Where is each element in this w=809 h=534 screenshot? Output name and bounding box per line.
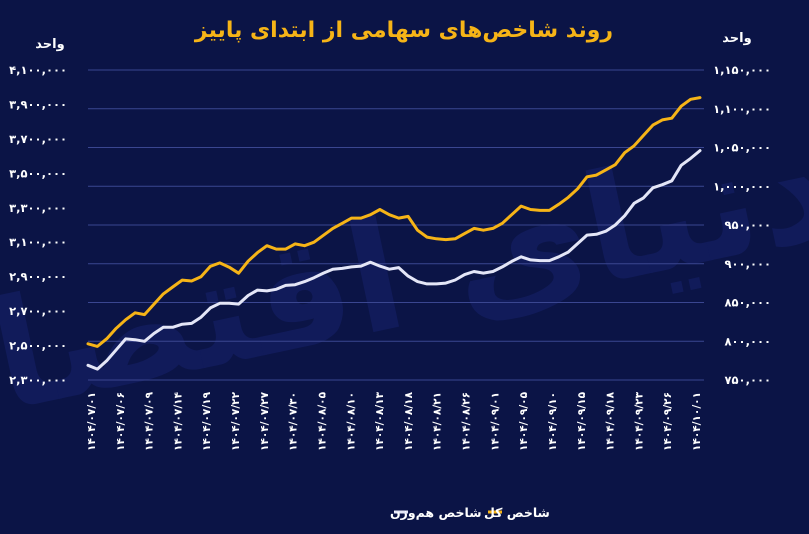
x-tick-label: ۱۴۰۴/۰۸/۰۵ [316, 391, 328, 451]
right-tick-label: ۸۰۰,۰۰۰ [725, 334, 771, 348]
left-tick-label: ۴,۱۰۰,۰۰۰ [9, 63, 67, 77]
gridlines [88, 69, 704, 381]
x-tick-label: ۱۴۰۴/۰۸/۱۳ [374, 391, 386, 451]
left-tick-label: ۳,۷۰۰,۰۰۰ [9, 132, 67, 146]
legend-label-total: شاخص کل [484, 505, 550, 520]
x-tick-label: ۱۴۰۴/۰۸/۲۶ [461, 392, 473, 451]
left-axis-label: واحد [35, 37, 64, 52]
series-line-equal-weight-index [86, 149, 702, 371]
x-tick-label: ۱۴۰۴/۰۹/۱۵ [576, 391, 588, 451]
right-tick-label: ۱,۱۵۰,۰۰۰ [713, 63, 771, 77]
right-tick-label: ۹۵۰,۰۰۰ [725, 218, 771, 232]
x-tick-label: ۱۴۰۴/۰۷/۱۹ [201, 391, 213, 451]
chart-title: روند شاخص‌های سهامی از ابتدای پاییز [194, 18, 613, 43]
right-tick-label: ۱,۰۵۰,۰۰۰ [713, 141, 771, 155]
x-tick-label: ۱۴۰۴/۰۷/۲۷ [259, 391, 271, 451]
x-tick-label: ۱۴۰۴/۰۹/۲۳ [633, 391, 645, 451]
x-tick-label: ۱۴۰۴/۰۹/۱۰ [547, 392, 559, 451]
left-tick-label: ۳,۳۰۰,۰۰۰ [9, 201, 67, 215]
right-axis-label: واحد [722, 31, 751, 46]
x-tick-label: ۱۴۰۴/۰۷/۱۴ [172, 391, 184, 451]
x-tick-label: ۱۴۰۴/۰۸/۲۱ [432, 392, 444, 451]
x-tick-label: ۱۴۰۴/۰۷/۰۶ [115, 392, 127, 451]
left-axis-ticks: ۲,۳۰۰,۰۰۰ ۲,۵۰۰,۰۰۰ ۲,۷۰۰,۰۰۰ ۲,۹۰۰,۰۰۰ ۳,۱۰… [9, 63, 67, 387]
left-tick-label: ۲,۹۰۰,۰۰۰ [9, 270, 67, 284]
x-tick-label: ۱۴۰۴/۰۷/۰۱ [86, 392, 98, 451]
left-tick-label: ۲,۳۰۰,۰۰۰ [9, 373, 67, 387]
x-tick-label: ۱۴۰۴/۱۰/۰۱ [691, 392, 703, 451]
x-tick-label: ۱۴۰۴/۰۸/۱۸ [403, 391, 415, 451]
right-axis-ticks: ۷۵۰,۰۰۰ ۸۰۰,۰۰۰ ۸۵۰,۰۰۰ ۹۰۰,۰۰۰ ۹۵۰,۰۰۰ ۱,۰۰۰… [713, 63, 771, 387]
x-tick-label: ۱۴۰۴/۰۹/۰۱ [489, 392, 501, 451]
right-tick-label: ۸۵۰,۰۰۰ [725, 296, 771, 310]
left-tick-label: ۳,۱۰۰,۰۰۰ [9, 235, 67, 249]
series-lines [86, 96, 702, 371]
left-tick-label: ۲,۵۰۰,۰۰۰ [9, 339, 67, 353]
left-tick-label: ۳,۵۰۰,۰۰۰ [9, 166, 67, 180]
x-axis-ticks: ۱۴۰۴/۰۷/۰۱ ۱۴۰۴/۰۷/۰۶ ۱۴۰۴/۰۷/۰۹ ۱۴۰۴/۰۷/۱۴… [86, 391, 703, 451]
right-tick-label: ۷۵۰,۰۰۰ [725, 373, 771, 387]
x-tick-label: ۱۴۰۴/۰۹/۱۸ [605, 391, 617, 451]
x-tick-label: ۱۴۰۴/۰۸/۱۰ [345, 392, 357, 451]
left-tick-label: ۲,۷۰۰,۰۰۰ [9, 304, 67, 318]
right-tick-label: ۱,۰۰۰,۰۰۰ [713, 179, 771, 193]
left-tick-label: ۳,۹۰۰,۰۰۰ [9, 97, 67, 111]
x-tick-label: ۱۴۰۴/۰۷/۰۹ [144, 391, 156, 451]
legend-label-equal-weight: شاخص هم‌وزن [390, 505, 482, 520]
x-tick-label: ۱۴۰۴/۰۹/۰۵ [518, 391, 530, 451]
x-tick-label: ۱۴۰۴/۰۹/۲۶ [662, 392, 674, 451]
x-tick-label: ۱۴۰۴/۰۷/۲۲ [230, 391, 242, 451]
right-tick-label: ۱,۱۰۰,۰۰۰ [713, 102, 771, 116]
legend: شاخص کل شاخص هم‌وزن [390, 505, 550, 520]
series-line-total-index [86, 96, 702, 348]
right-tick-label: ۹۰۰,۰۰۰ [725, 257, 771, 271]
x-tick-label: ۱۴۰۴/۰۷/۳۰ [288, 392, 300, 451]
